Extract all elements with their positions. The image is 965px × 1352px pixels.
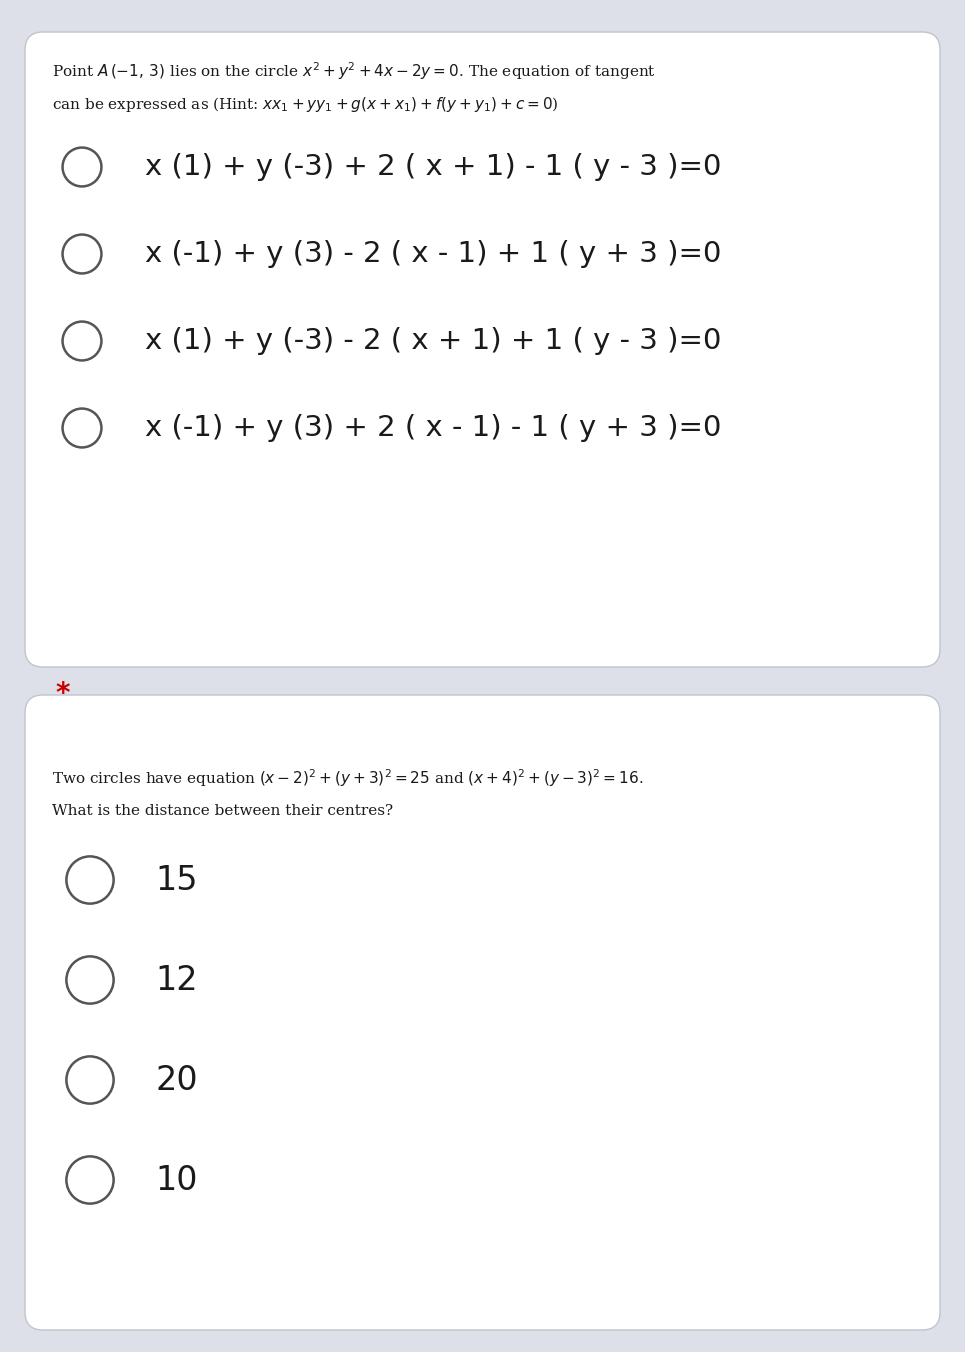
Text: x (1) + y (-3) - 2 ( x + 1) + 1 ( y - 3 )=0: x (1) + y (-3) - 2 ( x + 1) + 1 ( y - 3 …: [145, 327, 722, 356]
FancyBboxPatch shape: [25, 32, 940, 667]
Text: 12: 12: [155, 964, 198, 996]
Text: *: *: [55, 680, 69, 708]
Text: Point $A\,(-1,\,3)$ lies on the circle $x^2+y^2+4x-2y=0$. The equation of tangen: Point $A\,(-1,\,3)$ lies on the circle $…: [52, 59, 656, 81]
Text: x (-1) + y (3) + 2 ( x - 1) - 1 ( y + 3 )=0: x (-1) + y (3) + 2 ( x - 1) - 1 ( y + 3 …: [145, 414, 722, 442]
Text: can be expressed as (Hint: $xx_1+yy_1+g(x+x_1)+f(y+y_1)+c=0$): can be expressed as (Hint: $xx_1+yy_1+g(…: [52, 95, 559, 114]
Text: 10: 10: [155, 1164, 198, 1197]
FancyBboxPatch shape: [25, 695, 940, 1330]
Text: What is the distance between their centres?: What is the distance between their centr…: [52, 804, 393, 818]
Text: x (1) + y (-3) + 2 ( x + 1) - 1 ( y - 3 )=0: x (1) + y (-3) + 2 ( x + 1) - 1 ( y - 3 …: [145, 153, 722, 181]
Text: Two circles have equation $(x-2)^2+(y+3)^2=25$ and $(x+4)^2+(y-3)^2=16$.: Two circles have equation $(x-2)^2+(y+3)…: [52, 767, 644, 788]
Text: x (-1) + y (3) - 2 ( x - 1) + 1 ( y + 3 )=0: x (-1) + y (3) - 2 ( x - 1) + 1 ( y + 3 …: [145, 241, 722, 268]
Text: 15: 15: [155, 864, 198, 896]
Text: 20: 20: [155, 1064, 198, 1096]
